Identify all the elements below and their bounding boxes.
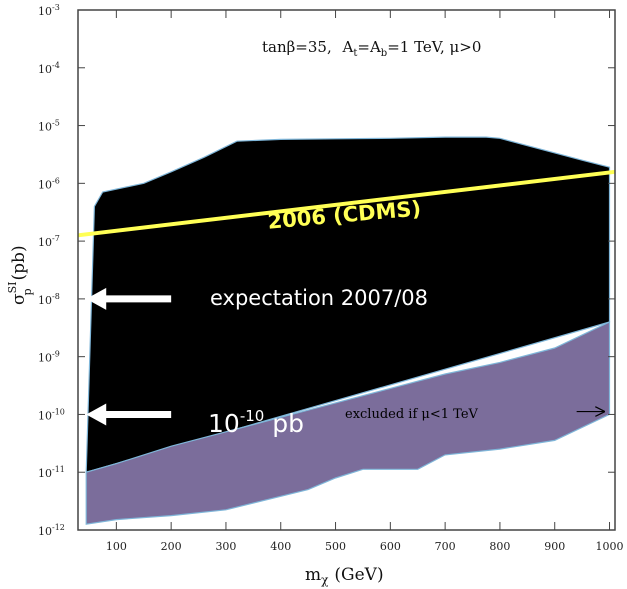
y-tick-label: 10-4 [38, 61, 60, 76]
y-tick-label: 10-9 [38, 350, 60, 365]
x-tick-label: 900 [544, 540, 565, 553]
chart-title: tanβ=35, At=Ab=1 TeV, μ>0 [262, 38, 481, 59]
white-arrows-layer [86, 287, 172, 426]
pb-label-base: 10 [208, 409, 240, 438]
pb-label: 10-10 pb [208, 407, 304, 438]
y-tick-label: 10-3 [38, 3, 60, 18]
pb-label-unit: pb [264, 409, 304, 438]
y-ticks: 10-12 10-11 10-10 10-9 10-8 10-7 10-6 10-5 10-4 1… [38, 3, 615, 538]
regions-layer [77, 136, 616, 525]
x-axis-label: mχ (GeV) [305, 565, 384, 587]
y-axis-label: σSI p(pb) [6, 245, 34, 305]
x-tick-label: 700 [435, 540, 456, 553]
expectation-arrow-head [86, 287, 107, 310]
y-tick-label: 10-7 [38, 234, 60, 249]
x-tick-label: 500 [325, 540, 346, 553]
y-tick-label: 10-10 [38, 407, 65, 422]
cdms-limit-line [77, 169, 616, 238]
plot-frame [77, 9, 616, 531]
pb-arrow-head [86, 403, 107, 426]
x-tick-label: 1000 [596, 540, 624, 553]
x-tick-label: 200 [161, 540, 182, 553]
x-tick-label: 400 [270, 540, 291, 553]
excluded-label: excluded if μ<1 TeV [345, 407, 479, 422]
y-tick-label: 10-12 [38, 523, 65, 538]
x-tick-label: 600 [380, 540, 401, 553]
expectation-label: expectation 2007/08 [210, 286, 428, 310]
x-tick-label: 300 [215, 540, 236, 553]
y-tick-label: 10-8 [38, 292, 60, 307]
pb-arrow [86, 403, 172, 426]
allowed-region [85, 136, 611, 474]
y-tick-label: 10-5 [38, 119, 60, 134]
x-ticks: 100 200 300 400 500 600 700 800 900 1000 [106, 10, 624, 553]
x-tick-label: 800 [489, 540, 510, 553]
y-tick-label: 10-11 [38, 465, 65, 480]
x-tick-label: 100 [106, 540, 127, 553]
pb-label-sup: -10 [240, 407, 265, 425]
expectation-arrow [86, 287, 172, 310]
excluded-region [85, 321, 611, 525]
y-tick-label: 10-6 [38, 176, 60, 191]
